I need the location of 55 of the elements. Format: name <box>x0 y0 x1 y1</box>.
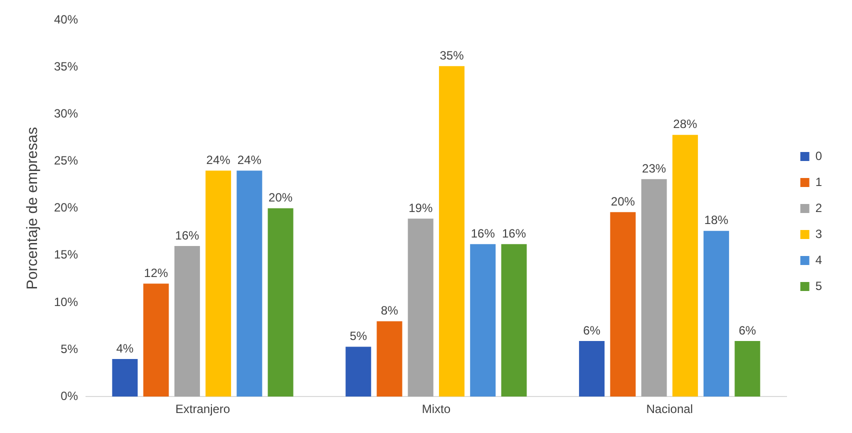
bar <box>470 244 496 397</box>
y-tick-label: 0% <box>60 388 78 403</box>
y-tick-label: 35% <box>54 59 78 74</box>
bar <box>236 170 262 397</box>
bar <box>641 179 667 397</box>
y-tick-label: 25% <box>54 154 78 168</box>
y-tick-label: 40% <box>54 12 78 26</box>
legend-label: 0 <box>815 148 822 163</box>
bar <box>408 218 434 397</box>
data-label: 35% <box>440 48 464 62</box>
data-label: 5% <box>350 329 368 344</box>
data-label: 20% <box>610 194 636 208</box>
x-tick-label: Mixto <box>422 402 451 416</box>
y-tick-label: 20% <box>54 200 78 215</box>
data-label: 24% <box>206 152 231 167</box>
data-label: 4% <box>116 341 134 356</box>
data-label: 24% <box>237 152 262 167</box>
y-tick-label: 30% <box>54 106 78 120</box>
bar <box>734 341 760 397</box>
legend-label: 5 <box>815 278 822 293</box>
bar <box>268 208 294 397</box>
bar <box>438 66 464 397</box>
bar <box>174 246 200 397</box>
y-tick-label: 5% <box>60 342 78 356</box>
legend-label: 3 <box>815 226 822 241</box>
y-axis-title: Porcentaje de empresas <box>24 127 42 290</box>
bar <box>501 244 527 397</box>
bar <box>112 358 138 397</box>
data-label: 19% <box>408 200 433 215</box>
data-label: 12% <box>144 266 168 280</box>
data-label: 16% <box>502 226 526 240</box>
data-label: 16% <box>470 226 496 240</box>
data-label: 20% <box>268 190 293 205</box>
data-label: 6% <box>583 323 601 338</box>
x-tick-label: Extranjero <box>175 402 230 416</box>
legend-label: 2 <box>815 200 822 215</box>
bar <box>579 341 605 397</box>
bar <box>672 134 698 397</box>
data-label: 8% <box>380 304 398 318</box>
data-label: 23% <box>642 161 666 176</box>
bar <box>143 284 169 397</box>
bar <box>610 212 636 397</box>
bar <box>704 230 730 397</box>
data-label: 6% <box>738 323 756 338</box>
y-tick-label: 15% <box>54 248 78 262</box>
bar <box>206 170 232 397</box>
legend-label: 1 <box>815 174 822 189</box>
data-label: 16% <box>175 228 200 242</box>
bar <box>346 346 372 397</box>
bar <box>376 321 402 397</box>
legend-label: 4 <box>815 252 822 267</box>
data-label: 18% <box>704 213 729 228</box>
y-tick-label: 10% <box>54 294 78 309</box>
data-label: 28% <box>673 117 698 132</box>
x-tick-label: Nacional <box>646 402 693 416</box>
